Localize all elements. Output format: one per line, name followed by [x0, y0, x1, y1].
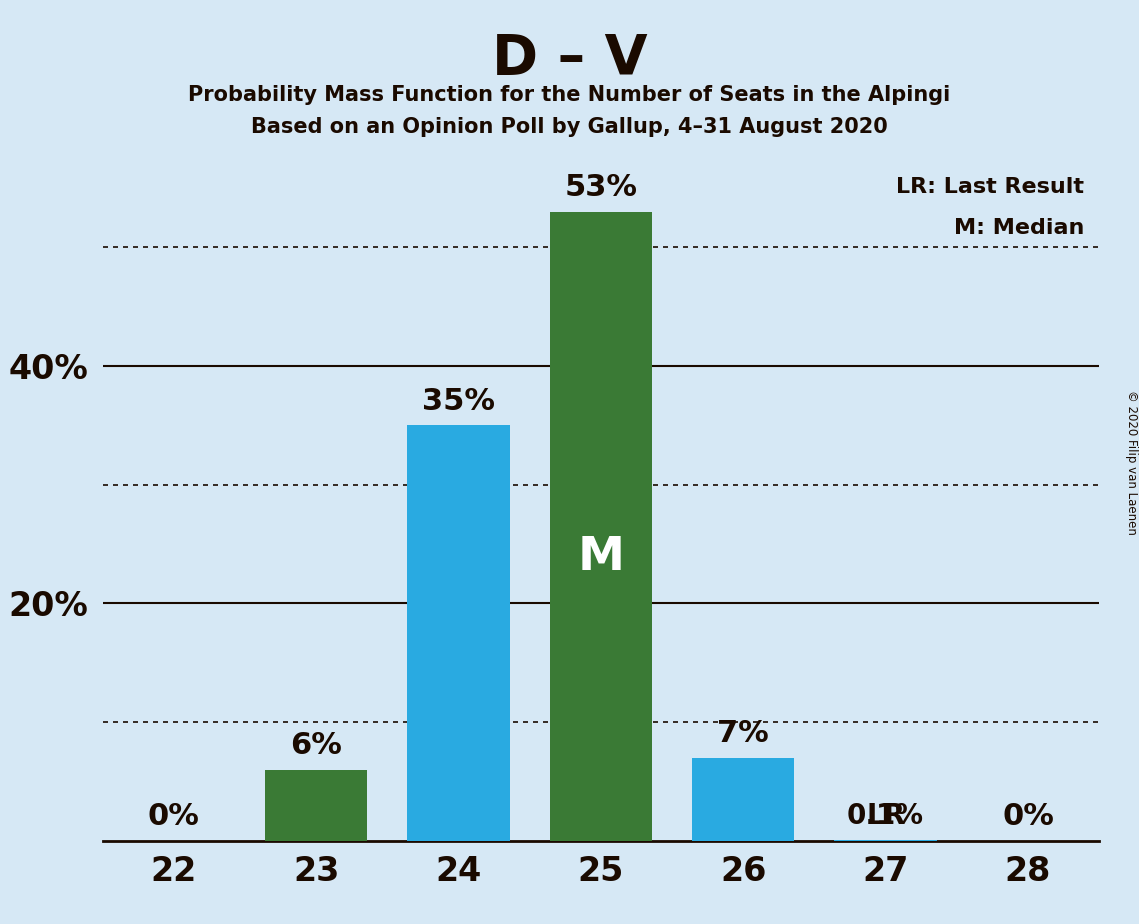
Text: D – V: D – V [492, 32, 647, 86]
Text: LR: LR [866, 802, 906, 830]
Bar [834, 840, 936, 841]
Text: 0%: 0% [1002, 802, 1054, 832]
Bar [264, 770, 367, 841]
Text: 0.1%: 0.1% [847, 770, 924, 830]
Bar [549, 212, 652, 841]
Text: 53%: 53% [564, 174, 638, 202]
Text: LR: Last Result: LR: Last Result [896, 176, 1084, 197]
Text: Probability Mass Function for the Number of Seats in the Alpingi: Probability Mass Function for the Number… [188, 85, 951, 105]
Bar [408, 425, 510, 841]
Bar [693, 758, 795, 841]
Text: 7%: 7% [718, 719, 769, 748]
Text: Based on an Opinion Poll by Gallup, 4–31 August 2020: Based on an Opinion Poll by Gallup, 4–31… [251, 117, 888, 138]
Text: © 2020 Filip van Laenen: © 2020 Filip van Laenen [1124, 390, 1138, 534]
Text: 35%: 35% [421, 387, 495, 416]
Text: 0%: 0% [148, 802, 199, 832]
Text: M: Median: M: Median [953, 218, 1084, 237]
Text: M: M [577, 535, 624, 580]
Text: 6%: 6% [290, 731, 342, 760]
